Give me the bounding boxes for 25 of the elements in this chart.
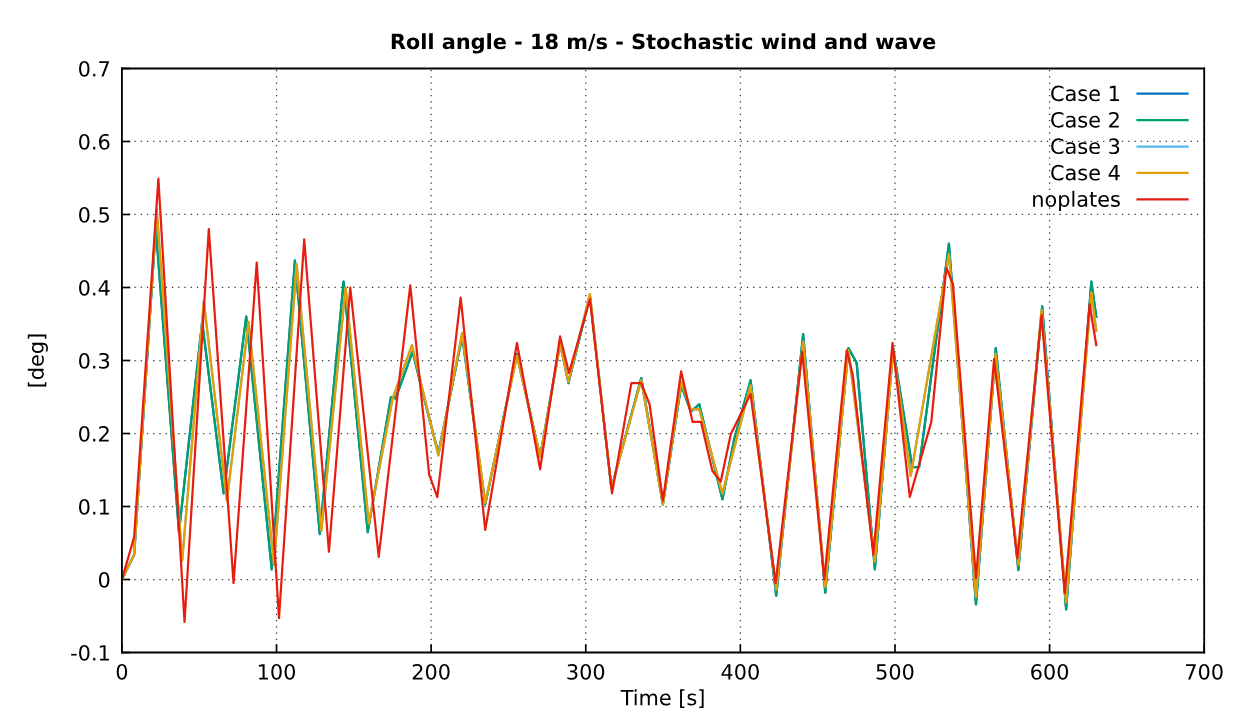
x-tick-label: 100 bbox=[258, 663, 296, 680]
x-tick-label: 700 bbox=[1186, 663, 1223, 680]
x-tick-label: 500 bbox=[876, 663, 914, 680]
y-tick-label: 0.1 bbox=[79, 498, 109, 515]
y-tick-label: 0.6 bbox=[79, 133, 110, 150]
y-tick-label: -0.1 bbox=[71, 644, 109, 661]
x-tick-label: 600 bbox=[1031, 663, 1069, 680]
legend-label: Case 1 bbox=[1051, 85, 1119, 102]
legend-label: Case 3 bbox=[1051, 138, 1120, 155]
x-tick-label: 400 bbox=[721, 663, 759, 680]
x-axis-title: Time [s] bbox=[620, 689, 704, 708]
legend-label: Case 2 bbox=[1051, 111, 1119, 128]
y-tick-label: 0.4 bbox=[79, 279, 110, 296]
chart-title: Roll angle - 18 m/s - Stochastic wind and wave bbox=[391, 33, 936, 54]
x-tick-label: 0 bbox=[116, 663, 128, 680]
y-tick-label: 0.3 bbox=[79, 352, 110, 369]
legend-label: Case 4 bbox=[1051, 164, 1120, 181]
legend-label: noplates bbox=[1033, 190, 1120, 211]
y-tick-label: 0.5 bbox=[79, 206, 109, 223]
y-tick-label: 0.2 bbox=[79, 425, 109, 442]
y-tick-label: 0 bbox=[98, 571, 110, 588]
x-tick-label: 200 bbox=[412, 663, 450, 680]
y-axis-title: [deg] bbox=[27, 334, 48, 387]
y-tick-label: 0.7 bbox=[79, 60, 110, 77]
x-tick-label: 300 bbox=[567, 663, 605, 680]
